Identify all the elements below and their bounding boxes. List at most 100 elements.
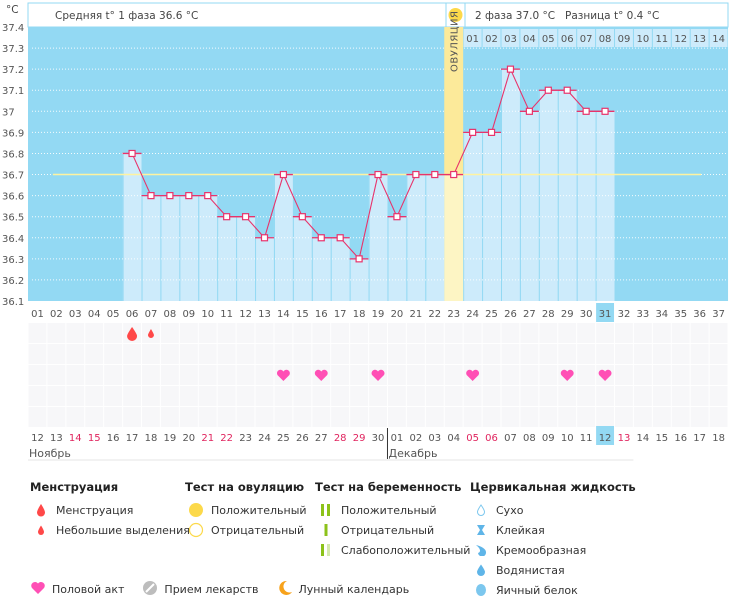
event-cell: [47, 407, 66, 427]
legend-label: Яичный белок: [496, 583, 578, 597]
event-cell: [633, 386, 652, 406]
temperature-point: [487, 128, 496, 136]
cycle-day-label: 26: [504, 309, 517, 320]
legend-label: Лунный календарь: [298, 583, 410, 596]
cycle-day-label: 13: [258, 309, 271, 320]
temperature-point: [412, 170, 420, 179]
event-cell: [615, 323, 633, 343]
event-cell: [255, 365, 274, 385]
cycle-day-label: 07: [145, 309, 158, 320]
temperature-bar: [576, 111, 596, 301]
calendar-date-label: 23: [239, 433, 252, 444]
calendar-date-label: 17: [126, 433, 139, 444]
cycle-day-label: 28: [542, 309, 555, 320]
calendar-date-label: 01: [391, 433, 404, 444]
temperature-bar: [141, 195, 161, 301]
event-cell: [142, 386, 160, 406]
y-tick-label: 36.3: [2, 255, 24, 266]
legend-label: Половой акт: [52, 583, 125, 596]
event-cell: [198, 386, 217, 406]
ovulation-column: [444, 174, 464, 301]
legend-item: Яичный белок: [470, 580, 636, 600]
heart-icon: [30, 581, 46, 598]
ovulation-negative-icon: [185, 522, 207, 538]
cycle-day-label: 32: [618, 309, 631, 320]
calendar-date-label: 29: [353, 433, 366, 444]
event-cell: [463, 323, 482, 343]
phase2-day-cell: [690, 29, 709, 47]
event-cell: [293, 386, 312, 406]
phase2-day-cell: [633, 29, 652, 47]
event-cell: [369, 386, 387, 406]
phase2-average: 2 фаза 37.0 °C: [475, 10, 555, 22]
temperature-point: [431, 170, 439, 179]
event-cell: [520, 365, 539, 385]
calendar-date-label: 20: [182, 433, 195, 444]
pill-icon: [142, 580, 158, 599]
phase2-day-label: 05: [542, 34, 555, 45]
sticky-icon: [470, 524, 492, 536]
phase2-day-cell: [671, 29, 690, 47]
phase1-average: Средняя t° 1 фаза 36.6 °C: [55, 10, 198, 22]
cycle-day-label: 15: [296, 309, 309, 320]
cycle-day-label: 30: [580, 309, 593, 320]
event-cell: [160, 344, 179, 364]
event-cell: [66, 323, 85, 343]
event-cell: [690, 407, 709, 427]
phase2-day-label: 10: [637, 34, 650, 45]
temperature-bar: [179, 195, 199, 301]
legend-item: Отрицательный: [315, 520, 470, 540]
event-cell: [596, 407, 615, 427]
y-tick-label: 36.2: [2, 276, 24, 287]
ovulation-sun-icon: [448, 8, 463, 22]
event-cell: [123, 365, 142, 385]
event-cell: [482, 407, 501, 427]
event-cell: [577, 365, 596, 385]
event-cell: [198, 407, 217, 427]
event-cell: [179, 407, 198, 427]
pregnancy-positive-icon: [315, 504, 337, 516]
event-cell: [47, 323, 66, 343]
event-cell: [482, 386, 501, 406]
event-cell: [274, 386, 293, 406]
event-cell: [444, 365, 463, 385]
ovulation-label: ОВУЛЯЦИЯ: [450, 11, 461, 73]
ovulation-positive-icon: [185, 502, 207, 518]
temperature-point: [185, 192, 193, 200]
event-cell: [160, 407, 179, 427]
phase2-day-label: 08: [599, 34, 612, 45]
event-cell: [444, 386, 463, 406]
temperature-bar: [406, 174, 426, 301]
event-cell: [331, 386, 350, 406]
event-cell: [520, 407, 539, 427]
phase2-day-cell: [539, 29, 558, 47]
unit-label: °C: [6, 4, 19, 16]
temperature-bar: [519, 111, 539, 301]
event-cell: [47, 365, 66, 385]
event-cell: [520, 386, 539, 406]
menstruation-drop-icon: [127, 327, 138, 342]
legend-item: Лунный календарь: [277, 580, 410, 599]
legend-item: Прием лекарств: [142, 580, 259, 599]
temperature-point: [336, 234, 344, 242]
event-cell: [255, 407, 274, 427]
event-cell: [387, 365, 406, 385]
event-cell: [482, 323, 501, 343]
legend-item: Водянистая: [470, 560, 636, 580]
current-day-highlight: [596, 303, 615, 322]
event-cell: [690, 344, 709, 364]
temperature-point: [279, 170, 288, 179]
temperature-point: [563, 86, 571, 94]
event-cell: [444, 407, 463, 427]
event-cell: [652, 323, 671, 343]
legend-label: Прием лекарств: [164, 583, 259, 596]
event-cell: [652, 386, 671, 406]
event-cell: [179, 323, 198, 343]
event-cell: [615, 407, 633, 427]
event-cell: [293, 344, 312, 364]
event-cell: [179, 344, 198, 364]
phase2-day-label: 02: [485, 34, 498, 45]
calendar-date-label: 14: [637, 433, 650, 444]
temperature-bar: [273, 174, 293, 301]
phase2-day-label: 09: [618, 34, 631, 45]
